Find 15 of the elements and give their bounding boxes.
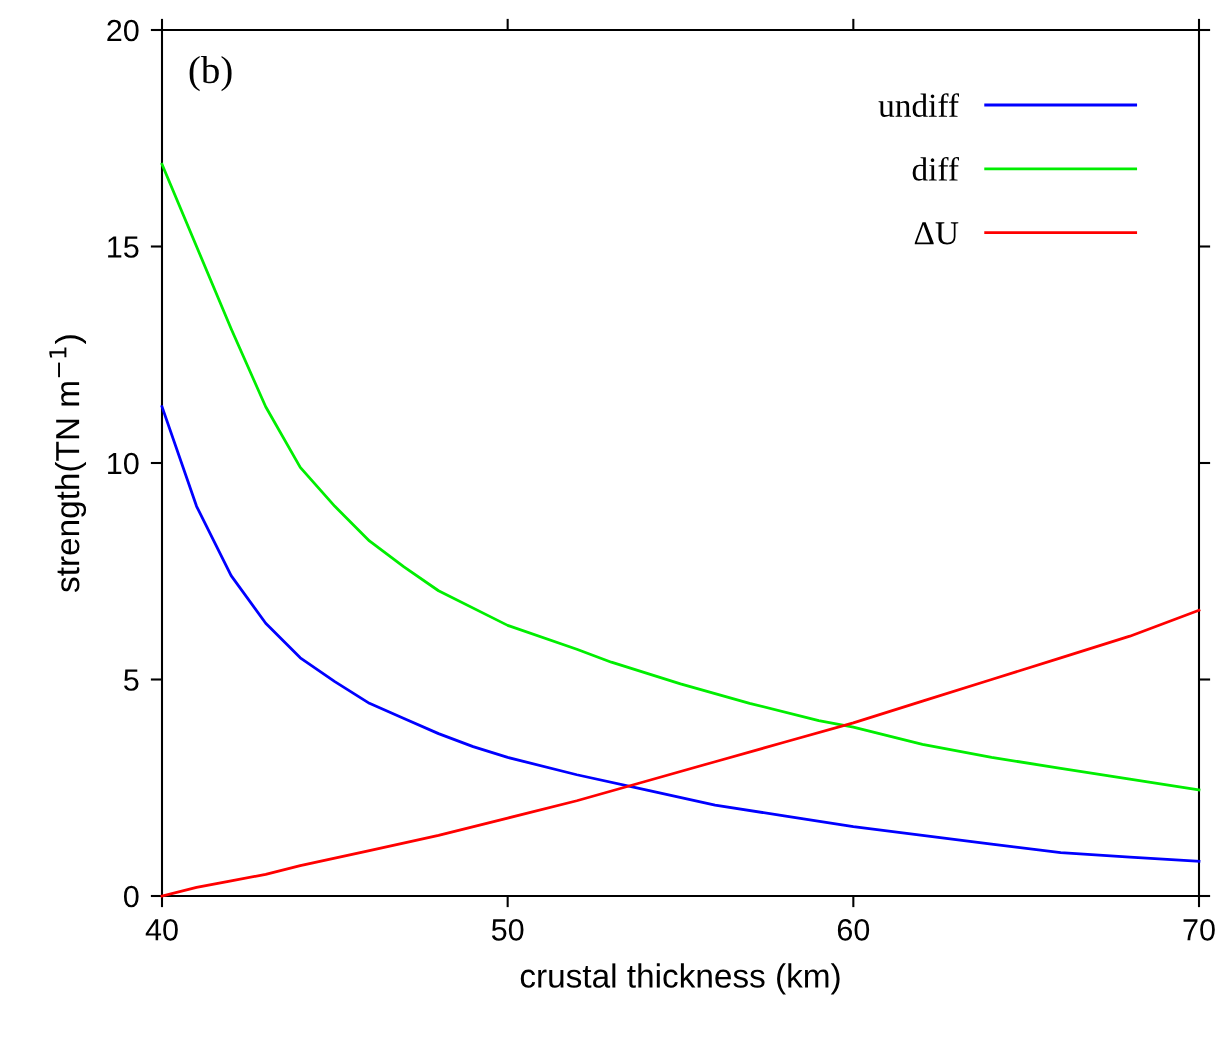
legend-label: ΔU: [914, 222, 959, 245]
legend-label: undiff: [878, 93, 959, 117]
y-tick-label: 5: [124, 669, 139, 691]
x-tick-label: 50: [491, 919, 524, 941]
y-tick-label: 15: [108, 236, 139, 258]
x-tick-label: 70: [1183, 919, 1215, 941]
y-tick-label: 10: [108, 452, 139, 475]
x-tick-label: 40: [145, 919, 178, 941]
legend-label: diff: [912, 156, 959, 181]
x-axis-title: crustal thickness (km): [520, 963, 840, 995]
y-tick-label: 0: [123, 885, 139, 908]
x-tick-label: 60: [837, 919, 870, 941]
annotation: (b): [189, 55, 232, 92]
y-axis-title: strength(TN m$^{−1}$): [49, 335, 87, 593]
y-tick-label: 20: [107, 19, 139, 42]
